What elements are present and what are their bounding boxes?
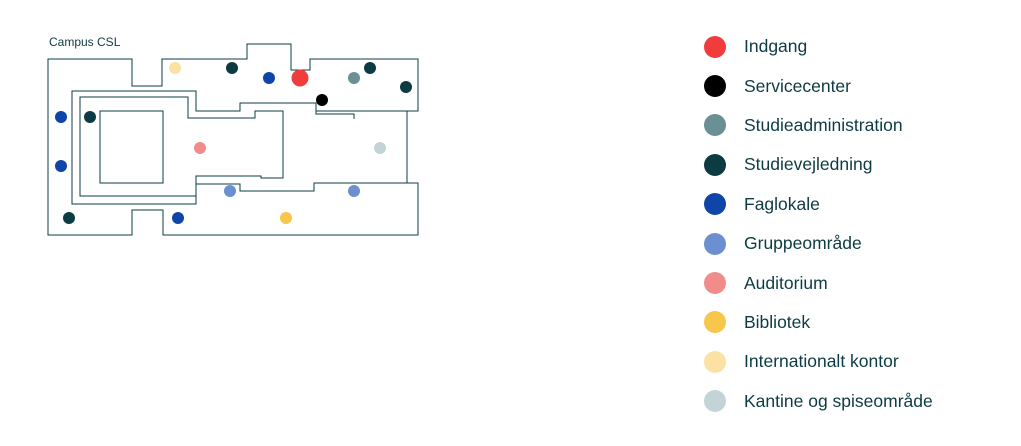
bibliotek-dot-icon xyxy=(704,311,726,334)
legend-item-gruppeomraade[interactable]: Gruppeområde xyxy=(704,224,933,263)
legend-label: Studievejledning xyxy=(744,154,873,175)
legend-label: Servicecenter xyxy=(744,75,851,96)
marker-studievejledning[interactable] xyxy=(226,62,238,74)
legend-item-studieadministration[interactable]: Studieadministration xyxy=(704,106,933,145)
servicecenter-dot-icon xyxy=(704,75,726,98)
legend-item-kantine[interactable]: Kantine og spiseområde xyxy=(704,382,933,421)
marker-kantine[interactable] xyxy=(374,142,386,154)
internationalt-dot-icon xyxy=(704,350,726,373)
indgang-dot-icon xyxy=(704,35,726,58)
legend-label: Studieadministration xyxy=(744,114,903,135)
legend-item-servicecenter[interactable]: Servicecenter xyxy=(704,66,933,105)
corridor-inner xyxy=(79,96,284,197)
marker-studieadministration[interactable] xyxy=(348,72,360,84)
map-legend: Indgang Servicecenter Studieadministrati… xyxy=(704,27,933,421)
marker-studievejledning[interactable] xyxy=(84,111,96,123)
wall-detail xyxy=(315,111,355,119)
marker-studievejledning[interactable] xyxy=(400,81,412,93)
marker-gruppeomraade[interactable] xyxy=(348,185,360,197)
marker-faglokale[interactable] xyxy=(263,72,275,84)
legend-item-indgang[interactable]: Indgang xyxy=(704,27,933,66)
map-title: Campus CSL xyxy=(49,35,121,49)
legend-item-faglokale[interactable]: Faglokale xyxy=(704,185,933,224)
auditorium-dot-icon xyxy=(704,272,726,295)
marker-faglokale[interactable] xyxy=(55,111,67,123)
marker-gruppeomraade[interactable] xyxy=(224,185,236,197)
courtyard xyxy=(99,110,164,184)
marker-servicecenter[interactable] xyxy=(316,94,328,106)
legend-label: Auditorium xyxy=(744,272,828,293)
kantine-dot-icon xyxy=(704,390,726,413)
legend-label: Kantine og spiseområde xyxy=(744,390,933,411)
legend-label: Bibliotek xyxy=(744,311,811,332)
legend-item-internationalt[interactable]: Internationalt kontor xyxy=(704,342,933,381)
marker-indgang[interactable] xyxy=(291,69,309,87)
legend-item-bibliotek[interactable]: Bibliotek xyxy=(704,303,933,342)
marker-studievejledning[interactable] xyxy=(364,62,376,74)
floorplan xyxy=(47,43,419,236)
gruppeomraade-dot-icon xyxy=(704,232,726,255)
marker-studievejledning[interactable] xyxy=(63,212,75,224)
marker-internationalt[interactable] xyxy=(169,62,181,74)
campus-map: Campus CSL xyxy=(0,0,440,260)
map-markers xyxy=(55,62,412,224)
legend-label: Faglokale xyxy=(744,193,820,214)
marker-faglokale[interactable] xyxy=(55,160,67,172)
legend-label: Internationalt kontor xyxy=(744,351,899,372)
legend-item-auditorium[interactable]: Auditorium xyxy=(704,263,933,302)
studieadministration-dot-icon xyxy=(704,114,726,137)
marker-faglokale[interactable] xyxy=(172,212,184,224)
marker-auditorium[interactable] xyxy=(194,142,206,154)
legend-label: Gruppeområde xyxy=(744,233,862,254)
faglokale-dot-icon xyxy=(704,193,726,216)
building-outline xyxy=(47,43,419,236)
marker-bibliotek[interactable] xyxy=(280,212,292,224)
studievejledning-dot-icon xyxy=(704,153,726,176)
legend-item-studievejledning[interactable]: Studievejledning xyxy=(704,145,933,184)
legend-label: Indgang xyxy=(744,36,808,57)
